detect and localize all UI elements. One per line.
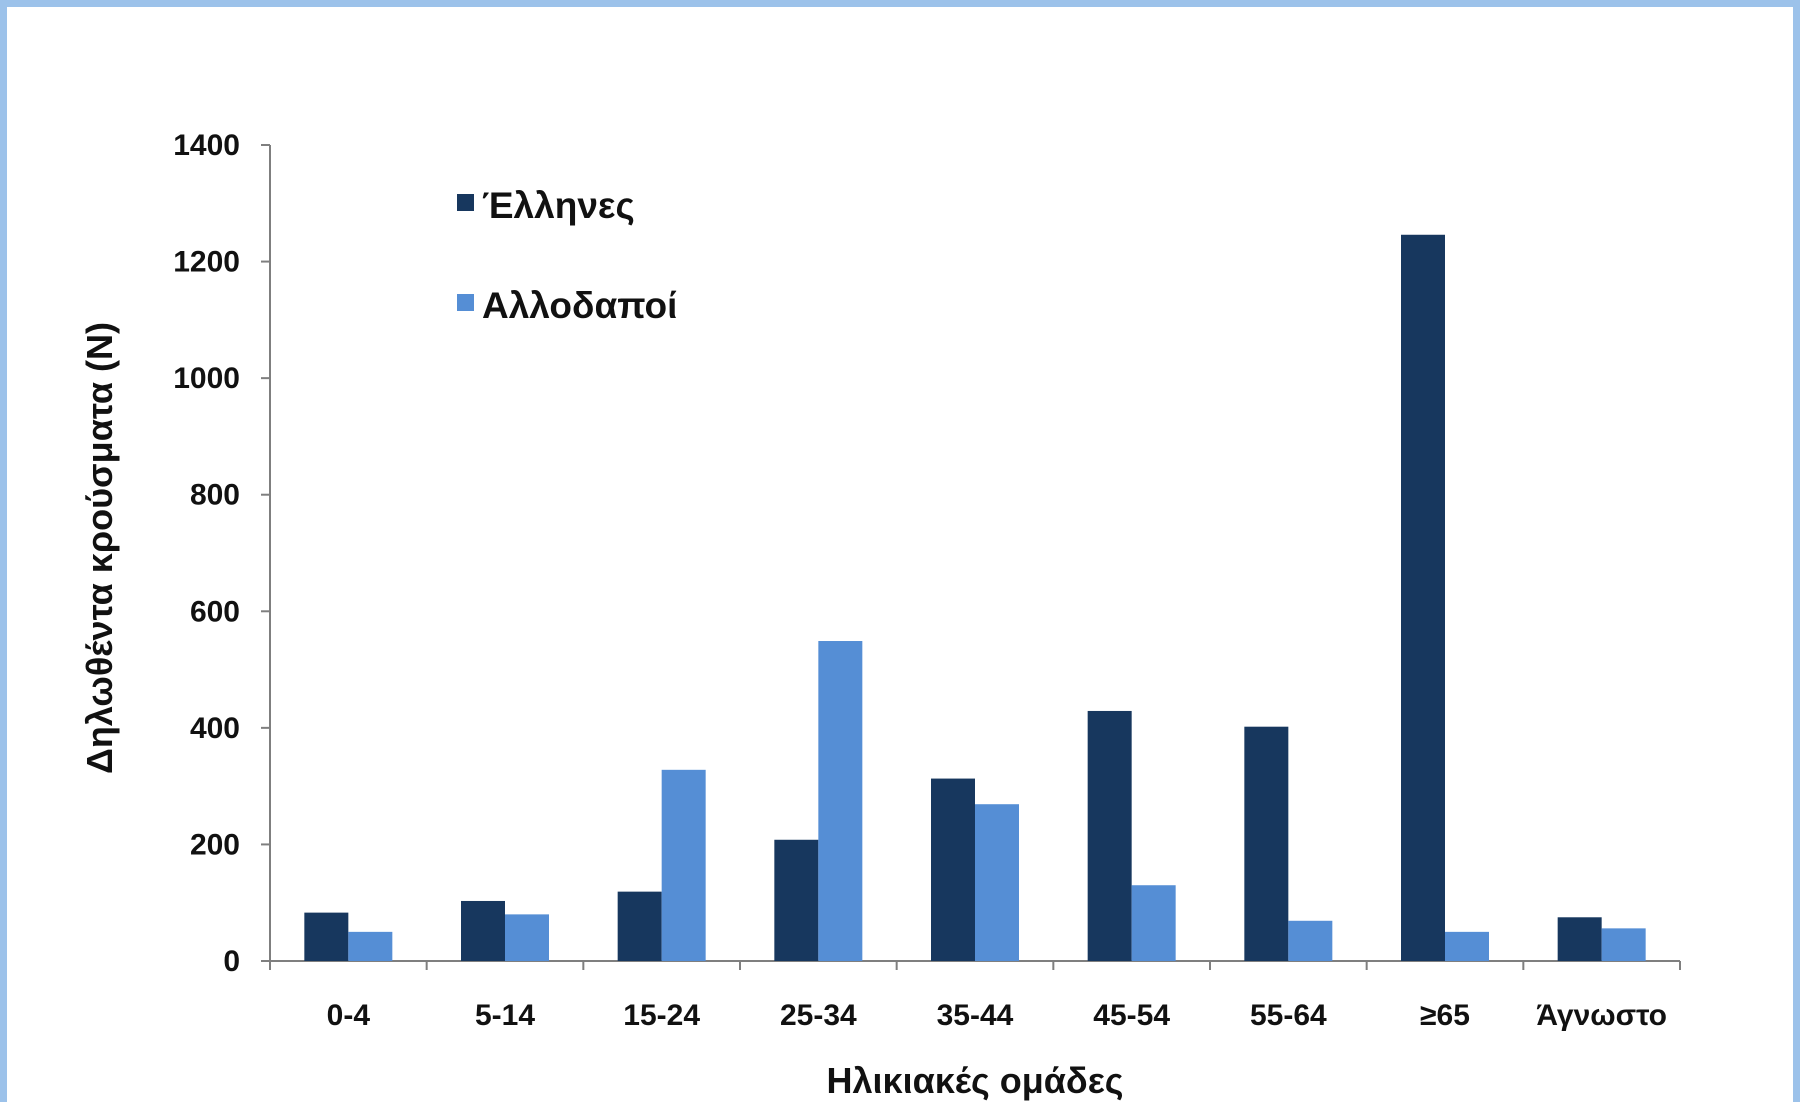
x-axis-ticks: 0-4 5-14 15-24 25-34 35-44 45-54 55-64 ≥65 Άγνωσ…	[269, 961, 1681, 1032]
bar-greeks	[1244, 726, 1289, 961]
y-tick-label: 200	[190, 828, 240, 861]
y-axis-ticks: 0 200 400 600 800 1000 1200 1400	[173, 129, 270, 978]
y-tick-label: 1400	[173, 129, 240, 162]
x-tick-label: 55-64	[1250, 999, 1327, 1032]
bar-foreigners	[1131, 885, 1176, 961]
bar-greeks	[304, 912, 349, 961]
legend-label: Έλληνες	[482, 185, 635, 226]
bar-foreigners	[975, 804, 1019, 961]
x-tick-label: ≥65	[1420, 999, 1470, 1032]
y-tick-label: 1200	[173, 246, 240, 279]
bar-foreigners	[818, 641, 863, 961]
legend-swatch	[457, 294, 474, 311]
legend-swatch	[457, 194, 474, 211]
y-tick-label: 800	[190, 479, 240, 512]
y-tick-label: 0	[223, 945, 240, 978]
y-axis-title: Δηλωθέντα κρούσματα (N)	[79, 322, 120, 774]
bar-foreigners	[661, 769, 706, 961]
x-tick-label: 15-24	[623, 999, 700, 1032]
legend: Έλληνες Αλλοδαποί	[457, 185, 677, 326]
bar-greeks	[931, 778, 975, 961]
bar-greeks	[1087, 710, 1132, 961]
bar-greeks	[1401, 234, 1445, 961]
x-tick-label: 0-4	[327, 999, 371, 1032]
y-tick-label: 400	[190, 712, 240, 745]
x-tick-label: 45-54	[1093, 999, 1170, 1032]
legend-label: Αλλοδαποί	[482, 285, 677, 326]
bar-greeks	[617, 891, 662, 961]
y-tick-label: 600	[190, 595, 240, 628]
bar-foreigners	[1445, 931, 1489, 961]
bar-greeks	[461, 900, 505, 961]
y-tick-label: 1000	[173, 362, 240, 395]
x-axis-title: Ηλικιακές ομάδες	[826, 1060, 1123, 1101]
x-tick-label: 35-44	[937, 999, 1014, 1032]
bar-series	[304, 234, 1646, 961]
x-tick-label: 25-34	[780, 999, 857, 1032]
x-tick-label: Άγνωστο	[1536, 999, 1667, 1032]
bar-greeks	[774, 839, 819, 961]
bar-foreigners	[348, 931, 393, 961]
x-tick-label: 5-14	[475, 999, 535, 1032]
bar-foreigners	[1288, 920, 1333, 961]
bar-foreigners	[505, 914, 549, 961]
bar-foreigners	[1601, 928, 1646, 961]
bar-greeks	[1557, 917, 1602, 961]
